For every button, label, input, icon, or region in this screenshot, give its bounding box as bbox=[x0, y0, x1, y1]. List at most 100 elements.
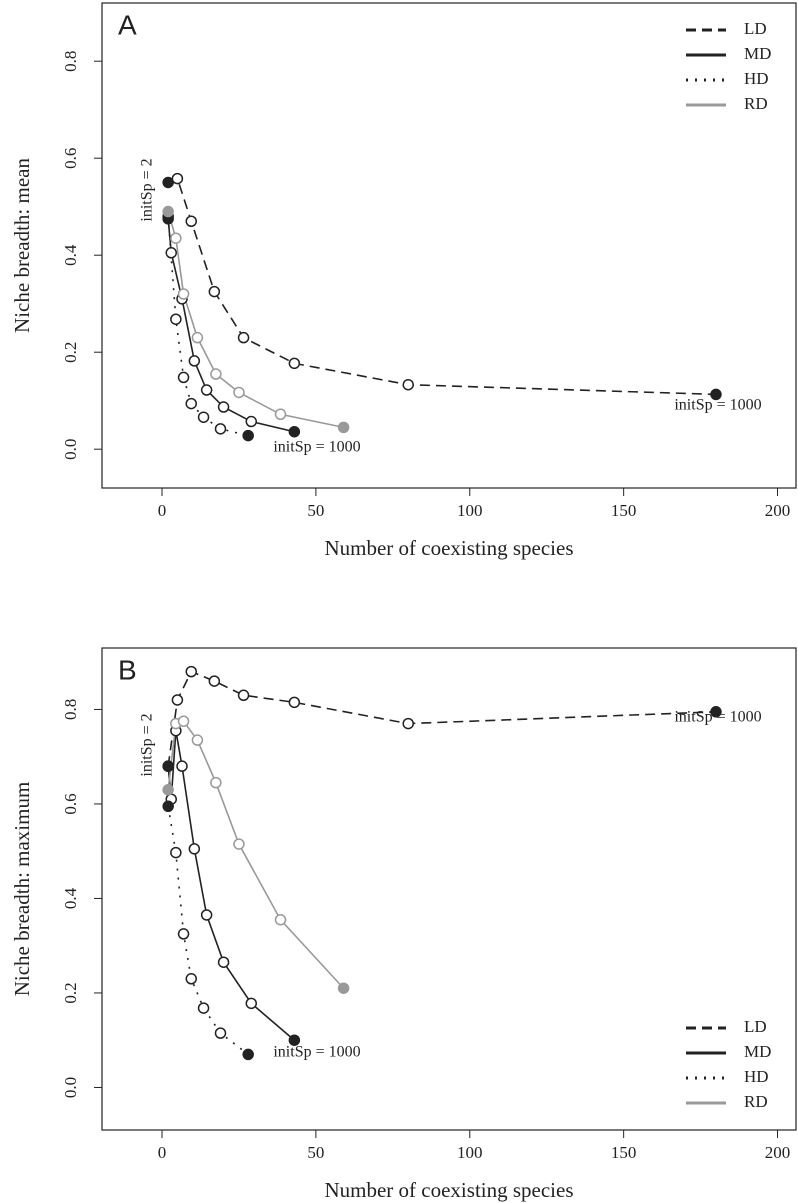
data-point bbox=[710, 388, 722, 401]
series-line bbox=[167, 177, 717, 396]
data-point bbox=[188, 355, 201, 367]
y-tick-label: 0.0 bbox=[61, 439, 80, 460]
y-tick-label: 0.8 bbox=[61, 699, 80, 720]
y-axis-label: Niche breadth: mean bbox=[10, 158, 34, 333]
y-tick-label: 0.4 bbox=[61, 244, 80, 266]
x-tick-label: 0 bbox=[158, 501, 167, 520]
data-point bbox=[162, 760, 174, 772]
data-point bbox=[288, 1034, 301, 1046]
data-point bbox=[217, 401, 230, 413]
data-point bbox=[402, 717, 414, 730]
data-point bbox=[237, 689, 250, 702]
plot-frame bbox=[101, 2, 797, 489]
annotation: initSp = 1000 bbox=[674, 709, 761, 726]
y-tick-label: 0.2 bbox=[61, 982, 80, 1003]
data-point bbox=[274, 408, 287, 421]
legend-label: LD bbox=[744, 1017, 767, 1036]
data-point bbox=[245, 415, 258, 428]
y-tick-label: 0.0 bbox=[61, 1077, 80, 1098]
data-point bbox=[214, 423, 227, 435]
x-tick-label: 0 bbox=[158, 1143, 167, 1162]
x-tick-label: 50 bbox=[307, 1143, 324, 1162]
data-point bbox=[171, 172, 184, 185]
data-point bbox=[242, 1048, 254, 1061]
data-point bbox=[200, 909, 213, 921]
data-point bbox=[337, 982, 350, 994]
y-tick-label: 0.6 bbox=[61, 148, 80, 169]
data-point bbox=[200, 384, 213, 396]
data-point bbox=[288, 357, 301, 370]
x-tick-label: 200 bbox=[765, 501, 791, 520]
data-point bbox=[288, 425, 301, 438]
x-axis-label: Number of coexisting species bbox=[324, 536, 573, 560]
data-point bbox=[185, 397, 198, 410]
data-point bbox=[191, 734, 204, 746]
legend-label: RD bbox=[744, 1092, 768, 1111]
data-point bbox=[170, 313, 182, 325]
panel-label: A bbox=[118, 9, 137, 40]
panel-label: B bbox=[118, 654, 137, 685]
x-tick-label: 150 bbox=[611, 1143, 637, 1162]
data-point bbox=[274, 913, 287, 926]
data-point bbox=[177, 928, 190, 940]
data-point bbox=[337, 421, 350, 434]
y-tick-label: 0.4 bbox=[61, 887, 80, 909]
series-line bbox=[167, 670, 717, 767]
series-line bbox=[167, 720, 345, 989]
data-point bbox=[237, 331, 250, 344]
legend-label: RD bbox=[744, 94, 768, 113]
series-line bbox=[167, 211, 344, 429]
data-point bbox=[214, 1027, 227, 1039]
legend-label: LD bbox=[744, 19, 767, 38]
data-point bbox=[185, 215, 198, 227]
data-point bbox=[165, 247, 177, 259]
data-point bbox=[171, 694, 184, 706]
x-tick-label: 100 bbox=[457, 501, 483, 520]
data-point bbox=[208, 675, 221, 687]
series-line bbox=[167, 730, 295, 1041]
data-point bbox=[170, 232, 182, 244]
data-point bbox=[162, 784, 174, 796]
data-point bbox=[177, 371, 190, 384]
x-tick-label: 200 bbox=[765, 1143, 791, 1162]
annotation: initSp = 1000 bbox=[273, 439, 360, 456]
data-point bbox=[162, 800, 174, 813]
y-tick-label: 0.8 bbox=[61, 51, 80, 72]
y-axis-label: Niche breadth: maximum bbox=[10, 782, 34, 997]
data-point bbox=[233, 386, 245, 399]
y-tick-label: 0.6 bbox=[61, 793, 80, 814]
data-point bbox=[188, 843, 201, 855]
data-point bbox=[185, 665, 198, 678]
data-point bbox=[242, 429, 254, 442]
annotation: initSp = 2 bbox=[139, 713, 156, 776]
data-point bbox=[245, 997, 258, 1010]
data-point bbox=[208, 285, 221, 298]
data-point bbox=[217, 956, 230, 968]
legend-label: MD bbox=[744, 1042, 771, 1061]
legend-label: HD bbox=[744, 1067, 769, 1086]
data-point bbox=[233, 838, 245, 850]
data-point bbox=[288, 696, 301, 709]
data-point bbox=[176, 760, 188, 772]
data-point bbox=[210, 368, 222, 380]
data-point bbox=[177, 715, 190, 727]
x-axis-label: Number of coexisting species bbox=[324, 1178, 573, 1202]
legend-label: MD bbox=[744, 44, 771, 63]
legend-label: HD bbox=[744, 69, 769, 88]
data-point bbox=[210, 776, 222, 789]
data-point bbox=[177, 288, 190, 300]
annotation: initSp = 1000 bbox=[273, 1044, 360, 1061]
annotation: initSp = 1000 bbox=[674, 397, 761, 414]
y-tick-label: 0.2 bbox=[61, 342, 80, 363]
data-point bbox=[402, 378, 414, 391]
data-point bbox=[197, 411, 210, 423]
plot-frame bbox=[101, 647, 797, 1131]
data-point bbox=[162, 205, 174, 218]
x-tick-label: 50 bbox=[307, 501, 324, 520]
data-point bbox=[710, 706, 722, 718]
data-point bbox=[170, 846, 182, 859]
annotation: initSp = 2 bbox=[139, 158, 156, 221]
data-point bbox=[185, 973, 198, 985]
data-point bbox=[197, 1002, 210, 1014]
